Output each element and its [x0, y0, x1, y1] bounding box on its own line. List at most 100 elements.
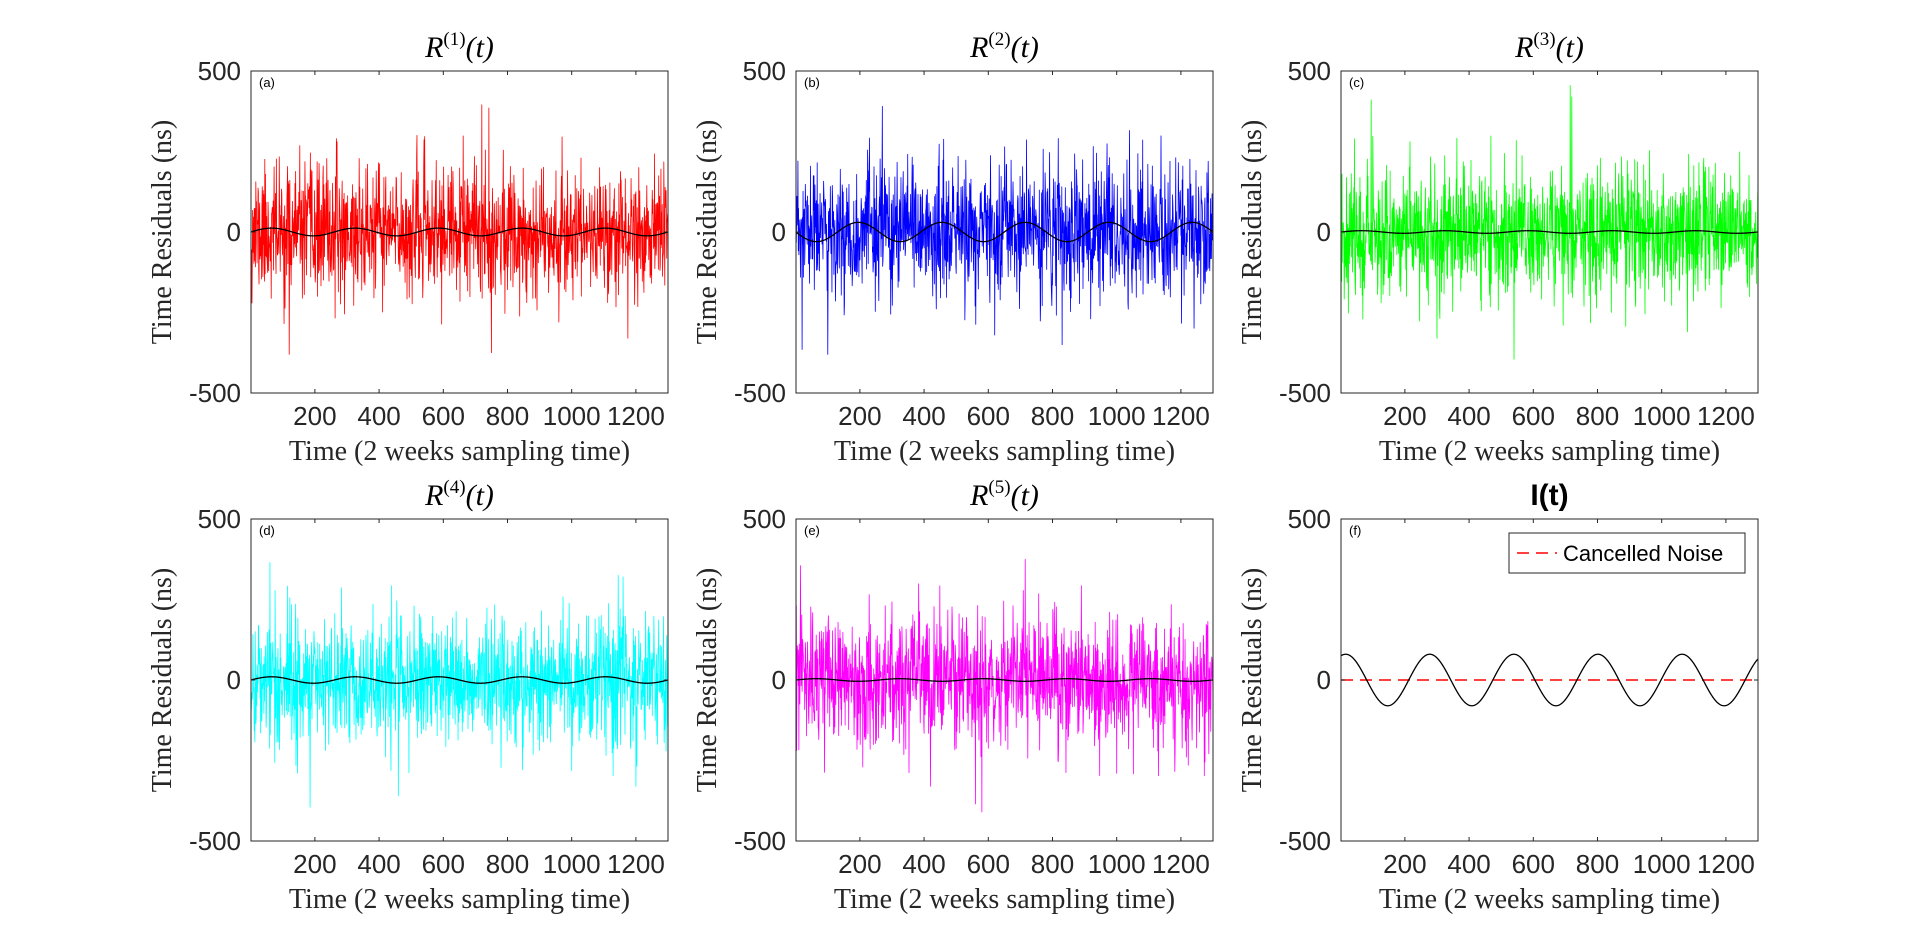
y-tick-label: 500 — [198, 504, 241, 534]
title-base: R — [969, 479, 988, 512]
y-tick-label: 0 — [1317, 217, 1331, 247]
subplot-5: 200 400 600 800 1000 1200 -500 0 500 Time (2 week… — [692, 477, 1214, 915]
series-signal — [251, 676, 668, 684]
x-tick-label: 800 — [1576, 849, 1619, 879]
plot-lines — [1341, 653, 1758, 707]
x-tick-label: 1200 — [1697, 401, 1755, 431]
y-tick-label: -500 — [734, 378, 786, 408]
x-axis-label: Time (2 weeks sampling time) — [834, 436, 1175, 467]
panel-title: R(2)(t) — [969, 29, 1039, 64]
series-signal — [1341, 230, 1758, 234]
x-tick-label: 600 — [422, 849, 465, 879]
x-tick-label: 1000 — [1633, 401, 1691, 431]
title-argument: (t) — [1011, 31, 1039, 64]
y-tick-label: -500 — [1279, 826, 1331, 856]
x-tick-label: 200 — [838, 849, 881, 879]
title-argument: (t) — [1556, 31, 1584, 64]
x-tick-label: 600 — [1512, 849, 1555, 879]
series-residuals — [251, 562, 668, 808]
y-tick-label: -500 — [189, 826, 241, 856]
x-tick-label: 600 — [1512, 401, 1555, 431]
title-argument: (t) — [1011, 479, 1039, 512]
x-tick-label: 1000 — [543, 401, 601, 431]
panel-letter: (f) — [1349, 523, 1361, 538]
legend: Cancelled Noise — [1508, 532, 1746, 574]
x-tick-label: 600 — [422, 401, 465, 431]
y-tick-label: 0 — [772, 665, 786, 695]
title-superscript: (5) — [988, 477, 1010, 498]
x-tick-label: 1200 — [1152, 401, 1210, 431]
panel-letter: (a) — [259, 75, 275, 90]
legend-box — [1508, 532, 1746, 574]
series-signal — [796, 221, 1213, 243]
x-axis-label: Time (2 weeks sampling time) — [1379, 436, 1720, 467]
panel-letter: (b) — [804, 75, 820, 90]
subplot-2: 200 400 600 800 1000 1200 -500 0 500 Time (2 week… — [692, 29, 1214, 467]
x-tick-label: 800 — [1031, 849, 1074, 879]
subplot-1: 200 400 600 800 1000 1200 -500 0 500 Time (2 week… — [147, 29, 669, 467]
y-axis-label: Time Residuals (ns) — [147, 568, 178, 793]
panel-title: I(t) — [1530, 479, 1568, 512]
y-tick-label: 500 — [743, 56, 786, 86]
plot-lines — [1341, 85, 1758, 360]
title-superscript: (3) — [1533, 29, 1555, 50]
x-tick-label: 1200 — [607, 401, 665, 431]
y-tick-label: -500 — [189, 378, 241, 408]
x-tick-label: 200 — [293, 401, 336, 431]
x-axis-label: Time (2 weeks sampling time) — [834, 884, 1175, 915]
x-tick-label: 600 — [967, 849, 1010, 879]
y-tick-label: 0 — [1317, 665, 1331, 695]
subplot-6: 200 400 600 800 1000 1200 -500 0 500 Time (2 week… — [1237, 479, 1759, 915]
x-tick-label: 800 — [1031, 401, 1074, 431]
y-tick-label: 500 — [743, 504, 786, 534]
title-superscript: (1) — [443, 29, 465, 50]
legend-label: Cancelled Noise — [1563, 541, 1723, 566]
y-tick-label: -500 — [734, 826, 786, 856]
panel-letter: (c) — [1349, 75, 1364, 90]
y-tick-label: -500 — [1279, 378, 1331, 408]
panel-letter: (d) — [259, 523, 275, 538]
x-tick-label: 200 — [838, 401, 881, 431]
subplot-4: 200 400 600 800 1000 1200 -500 0 500 Time (2 week… — [147, 477, 669, 915]
x-tick-label: 1200 — [607, 849, 665, 879]
plot-lines — [251, 104, 668, 355]
x-tick-label: 200 — [1383, 849, 1426, 879]
x-tick-label: 400 — [1447, 401, 1490, 431]
x-tick-label: 1000 — [1633, 849, 1691, 879]
title-superscript: (4) — [443, 477, 465, 498]
y-axis-label: Time Residuals (ns) — [1237, 120, 1268, 345]
x-tick-label: 200 — [1383, 401, 1426, 431]
plot-lines — [251, 562, 668, 808]
x-tick-label: 400 — [357, 849, 400, 879]
plot-lines — [796, 558, 1213, 813]
x-tick-label: 400 — [902, 401, 945, 431]
y-axis-label: Time Residuals (ns) — [1237, 568, 1268, 793]
x-tick-label: 600 — [967, 401, 1010, 431]
x-tick-label: 400 — [1447, 849, 1490, 879]
title-argument: (t) — [466, 479, 494, 512]
x-tick-label: 400 — [902, 849, 945, 879]
x-tick-label: 1000 — [1088, 401, 1146, 431]
series-residuals — [796, 106, 1213, 355]
title-base: R — [1514, 31, 1533, 64]
series-residuals — [1341, 85, 1758, 360]
panel-title: R(4)(t) — [424, 477, 494, 512]
y-tick-label: 500 — [1288, 56, 1331, 86]
title-base: R — [424, 31, 443, 64]
plot-lines — [796, 106, 1213, 355]
y-axis-label: Time Residuals (ns) — [147, 120, 178, 345]
y-tick-label: 500 — [198, 56, 241, 86]
x-axis-label: Time (2 weeks sampling time) — [289, 436, 630, 467]
title-argument: (t) — [466, 31, 494, 64]
panel-title: R(5)(t) — [969, 477, 1039, 512]
x-tick-label: 1000 — [1088, 849, 1146, 879]
subplot-3: 200 400 600 800 1000 1200 -500 0 500 Time (2 week… — [1237, 29, 1759, 467]
x-tick-label: 800 — [486, 401, 529, 431]
y-tick-label: 0 — [227, 217, 241, 247]
title-base: R — [969, 31, 988, 64]
y-tick-label: 0 — [772, 217, 786, 247]
x-axis-label: Time (2 weeks sampling time) — [1379, 884, 1720, 915]
x-axis-label: Time (2 weeks sampling time) — [289, 884, 630, 915]
panel-letter: (e) — [804, 523, 820, 538]
